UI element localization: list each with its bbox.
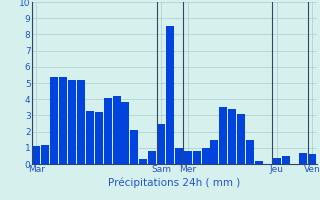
Bar [148, 151, 156, 164]
Bar [86, 111, 94, 164]
Bar [273, 158, 281, 164]
Bar [157, 124, 165, 164]
Bar [300, 153, 308, 164]
Bar [68, 80, 76, 164]
Bar [130, 130, 138, 164]
Bar [166, 26, 174, 164]
Bar [77, 80, 85, 164]
Bar [255, 161, 263, 164]
Bar [41, 145, 49, 164]
Bar [237, 114, 245, 164]
Bar [113, 96, 121, 164]
Bar [282, 156, 290, 164]
Bar [211, 140, 219, 164]
Bar [175, 148, 183, 164]
Bar [193, 151, 201, 164]
Bar [104, 98, 112, 164]
Bar [308, 154, 316, 164]
Bar [32, 146, 40, 164]
Bar [228, 109, 236, 164]
Bar [95, 112, 103, 164]
Bar [122, 102, 130, 164]
Bar [219, 107, 227, 164]
X-axis label: Précipitations 24h ( mm ): Précipitations 24h ( mm ) [108, 177, 241, 188]
Bar [59, 77, 67, 164]
Bar [139, 159, 147, 164]
Bar [184, 151, 192, 164]
Bar [202, 148, 210, 164]
Bar [50, 77, 58, 164]
Bar [246, 140, 254, 164]
